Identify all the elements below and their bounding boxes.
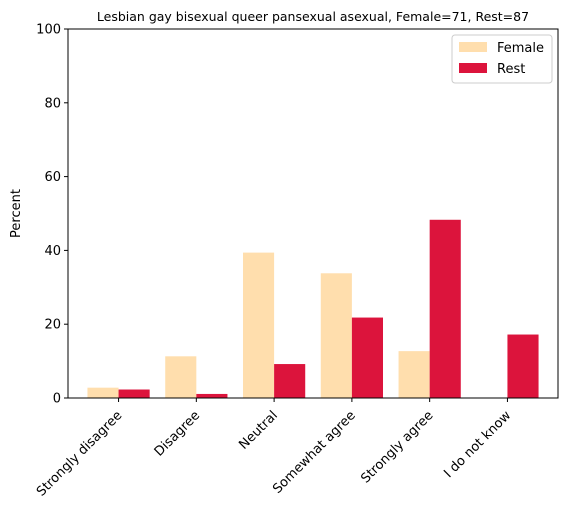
chart-title: Lesbian gay bisexual queer pansexual ase… (97, 9, 529, 24)
y-tick-label: 40 (44, 244, 61, 259)
bar-female-0 (87, 387, 119, 398)
y-axis: 0 20 40 60 80 100 (36, 23, 68, 407)
x-tick-label: Strongly agree (358, 408, 436, 486)
bar-female-4 (398, 351, 430, 398)
bar-female-1 (165, 356, 197, 398)
legend-swatch-rest (459, 63, 487, 73)
y-axis-title: Percent (9, 189, 24, 238)
x-tick-label: Disagree (152, 408, 203, 459)
x-tick-label: Somewhat agree (270, 408, 359, 497)
bar-rest-4 (429, 219, 461, 398)
bar-rest-2 (274, 364, 306, 398)
legend-label-female: Female (497, 41, 544, 56)
y-tick-label: 0 (53, 392, 61, 407)
x-tick-label: Neutral (236, 408, 281, 453)
x-axis: Strongly disagree Disagree NeutralSomewhat… (34, 398, 515, 500)
legend: Female Rest (451, 34, 553, 84)
bar-rest-1 (196, 393, 228, 398)
y-tick-label: 100 (36, 23, 61, 38)
bar-female-2 (243, 252, 275, 398)
plot-area (87, 219, 539, 398)
bar-rest-0 (118, 389, 150, 398)
x-tick-label: I do not know (441, 408, 514, 481)
legend-swatch-female (459, 42, 487, 52)
legend-label-rest: Rest (497, 62, 525, 77)
y-tick-label: 80 (44, 96, 61, 111)
x-tick-label: Strongly disagree (34, 408, 125, 499)
bar-rest-3 (351, 317, 383, 398)
y-tick-label: 60 (44, 170, 61, 185)
bar-rest-5 (507, 334, 539, 398)
plot-frame (67, 28, 559, 399)
y-tick-label: 20 (44, 318, 61, 333)
bar-female-3 (320, 273, 352, 398)
